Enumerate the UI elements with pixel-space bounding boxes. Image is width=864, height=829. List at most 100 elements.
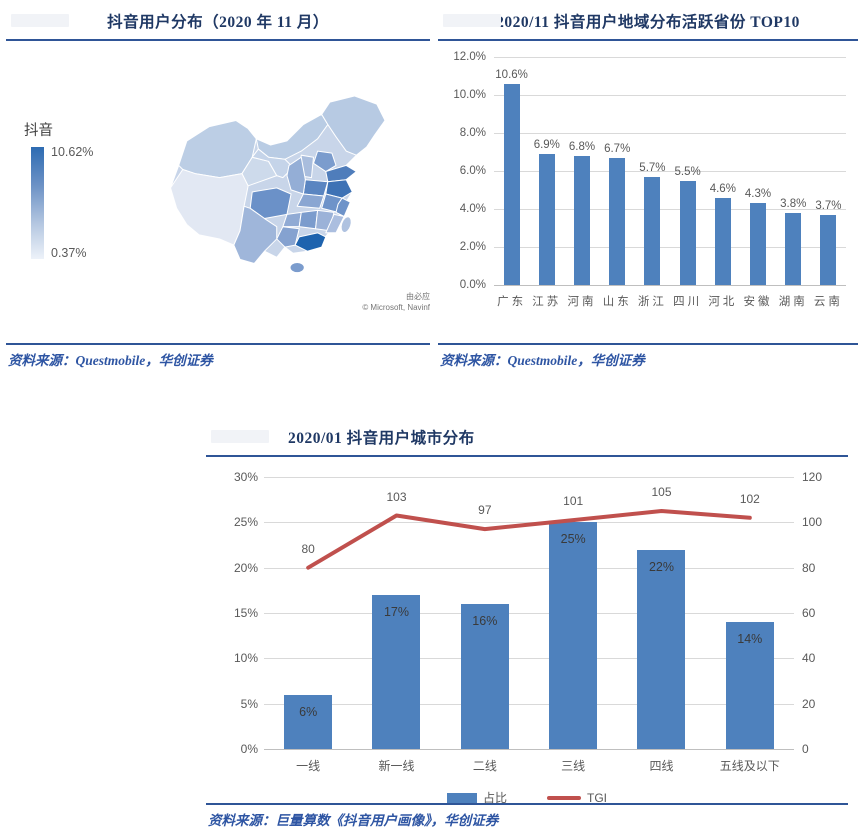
- province-guangdong: [294, 232, 327, 252]
- bar-value-label: 6.7%: [604, 142, 631, 155]
- bar-columns: 6% 17% 16% 25% 22% 14%: [264, 477, 794, 749]
- tgi-line: [306, 509, 752, 570]
- data-bar: [574, 155, 590, 285]
- bar-column: 3.7%: [811, 57, 846, 285]
- gridline: [494, 95, 846, 96]
- line-point-label: 102: [739, 491, 760, 506]
- map-attribution-microsoft: © Microsoft, Navinf: [362, 303, 430, 312]
- figure-city-source: 资料来源：巨量算数《抖音用户画像》，华创证券: [206, 803, 848, 829]
- province-hebei: [313, 150, 337, 173]
- left-y-tick-label: 20%: [233, 560, 258, 575]
- gridline: [264, 613, 794, 614]
- y-tick-label: 4.0%: [459, 203, 486, 215]
- bar-column: 16%: [441, 477, 529, 749]
- bar-value-label: 4.6%: [709, 182, 736, 195]
- line-point-label: 103: [386, 489, 407, 504]
- x-category-label: 湖南: [778, 296, 808, 308]
- gridline: [494, 171, 846, 172]
- bar-column: 3.8%: [776, 57, 811, 285]
- bar-column: 10.6%: [494, 57, 529, 285]
- gridline: [494, 209, 846, 210]
- bar-value-label: 5.7%: [639, 161, 666, 174]
- right-y-tick-label: 0: [802, 742, 809, 756]
- y-tick-label: 6.0%: [459, 165, 486, 177]
- figure-number-ghost: [443, 14, 501, 27]
- data-bar: [714, 197, 731, 285]
- x-category-label: 四川: [673, 296, 703, 308]
- x-category-label: 广东: [497, 296, 527, 308]
- left-y-tick-label: 0%: [240, 742, 258, 756]
- tgi-line-svg: [306, 509, 752, 570]
- y-tick-label: 10.0%: [453, 89, 486, 101]
- map-scale-min: 0.37%: [51, 246, 87, 260]
- legend-item-bar: 占比: [446, 789, 507, 806]
- data-bar: [785, 212, 802, 285]
- figure-city-title-bar: 2020/01 抖音用户城市分布: [206, 420, 848, 457]
- data-bar: [644, 176, 661, 285]
- bar-value-label: 14%: [737, 632, 763, 647]
- x-category-label: 一线: [296, 759, 321, 773]
- province-hubei: [296, 193, 325, 209]
- map-legend-label: 抖音: [24, 123, 53, 139]
- top10-plot: 10.6% 6.9% 6.8% 6.7% 5.7% 5.5% 4.6% 4.3% 3.8% 3.7…: [494, 57, 846, 286]
- island-hainan: [289, 261, 305, 274]
- bar-column: 4.6%: [705, 57, 740, 285]
- city-plot: 6% 17% 16% 25% 22% 14% 80 103 97 101 105 102: [264, 477, 794, 750]
- province-zhejiang: [335, 197, 351, 217]
- x-category-label: 安徽: [743, 296, 773, 308]
- bar-column: 14%: [706, 477, 794, 749]
- left-y-tick-label: 25%: [233, 515, 258, 530]
- y-tick-label: 12.0%: [453, 51, 486, 63]
- data-bar: [284, 694, 333, 749]
- bar-column: 6.7%: [600, 57, 635, 285]
- x-category-label: 新一线: [378, 759, 415, 773]
- bar-columns: 10.6% 6.9% 6.8% 6.7% 5.7% 5.5% 4.6% 4.3% 3.8% 3.7…: [494, 57, 846, 285]
- bar-value-label: 22%: [648, 559, 674, 574]
- line-point-label: 97: [478, 503, 492, 518]
- bar-value-label: 17%: [383, 604, 409, 619]
- gridline: [494, 133, 846, 134]
- x-category-label: 三线: [561, 759, 586, 773]
- x-category-label: 四线: [649, 759, 674, 773]
- gridline: [494, 57, 846, 58]
- city-xaxis: 一线 新一线 二线 三线 四线 五线及以下: [264, 757, 794, 774]
- figure-top10-title: 2020/11 抖音用户地域分布活跃省份 TOP10: [496, 14, 800, 31]
- bar-column: 6.9%: [529, 57, 564, 285]
- china-map-svg: [170, 95, 386, 274]
- line-point-label: 80: [301, 541, 315, 556]
- gridline: [264, 658, 794, 660]
- data-bar: [503, 83, 520, 285]
- gridline: [264, 477, 794, 478]
- right-y-tick-label: 60: [802, 606, 816, 620]
- legend-item-line: TGI: [547, 791, 607, 805]
- data-bar: [750, 203, 767, 285]
- x-category-label: 河北: [708, 296, 738, 308]
- province-henan: [302, 179, 329, 197]
- figure-map-panel: 抖音用户分布（2020 年 11 月） 抖音 10.62% 0.37%: [6, 4, 430, 369]
- data-bar: [679, 180, 696, 285]
- data-bar: [725, 622, 774, 749]
- x-category-label: 河南: [567, 296, 597, 308]
- figure-city-panel: 2020/01 抖音用户城市分布 30% 25% 20% 15% 10% 5% 0% 120…: [206, 420, 848, 829]
- bar-value-label: 5.5%: [674, 165, 701, 178]
- island-taiwan: [340, 216, 352, 234]
- china-map-figure: 抖音 10.62% 0.37%: [6, 41, 430, 343]
- bar-value-label: 25%: [560, 532, 586, 547]
- data-bar: [549, 522, 598, 749]
- top10-chart: 12.0% 10.0% 8.0% 6.0% 4.0% 2.0% 0.0% 10.6% 6.9%…: [438, 41, 858, 343]
- legend-bar-label: 占比: [482, 791, 507, 805]
- region-northeast: [321, 95, 386, 156]
- gridline: [264, 703, 794, 705]
- province-tibet: [170, 168, 249, 246]
- figure-top10-panel: 2020/11 抖音用户地域分布活跃省份 TOP10 12.0% 10.0% 8.0…: [438, 4, 858, 369]
- city-chart: 30% 25% 20% 15% 10% 5% 0% 120 100 80 60 40 20 0 6% 17…: [206, 457, 848, 806]
- bar-column: 4.3%: [740, 57, 775, 285]
- y-tick-label: 0.0%: [459, 279, 486, 291]
- bar-column: 6%: [264, 477, 352, 749]
- right-y-tick-label: 100: [802, 515, 823, 530]
- figure-map-source: 资料来源：Questmobile，华创证券: [6, 343, 430, 369]
- figure-number-ghost: [211, 430, 269, 443]
- province-fujian: [325, 213, 345, 234]
- line-point-label: 105: [651, 485, 672, 499]
- gridline: [494, 247, 846, 248]
